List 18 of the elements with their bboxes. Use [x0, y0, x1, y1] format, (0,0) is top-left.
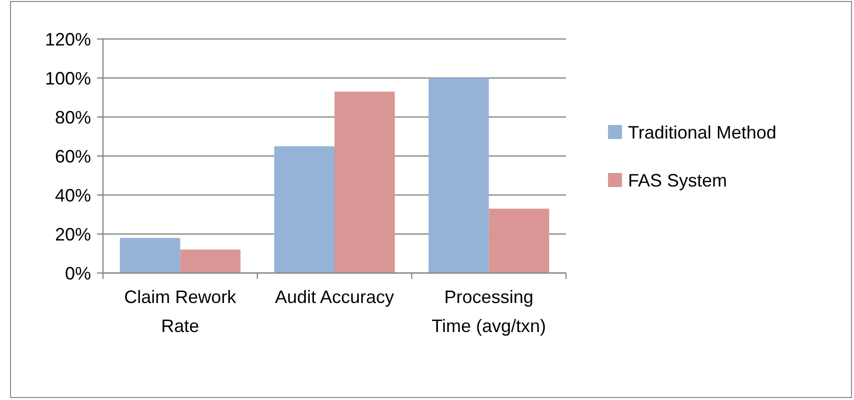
legend-label: Traditional Method	[628, 122, 776, 142]
y-tick-label: 100%	[44, 68, 91, 88]
x-tick-label: Processing Time (avg/txn)	[432, 287, 546, 336]
bar	[334, 92, 395, 273]
x-tick-label: Audit Accuracy	[274, 287, 394, 307]
bar	[120, 238, 180, 273]
y-tick-label: 20%	[54, 224, 91, 244]
x-tick-label: Claim Rework Rate	[124, 287, 238, 336]
y-tick-label: 80%	[54, 107, 91, 128]
bar	[180, 250, 240, 273]
y-tick-label: 60%	[54, 146, 91, 166]
bar	[274, 146, 334, 273]
bar	[488, 208, 550, 273]
legend-label: FAS System	[628, 170, 728, 190]
y-tick-label: 120%	[44, 29, 91, 50]
y-tick-label: 0%	[64, 263, 91, 284]
y-tick-label: 40%	[54, 185, 91, 206]
bar	[428, 78, 489, 273]
